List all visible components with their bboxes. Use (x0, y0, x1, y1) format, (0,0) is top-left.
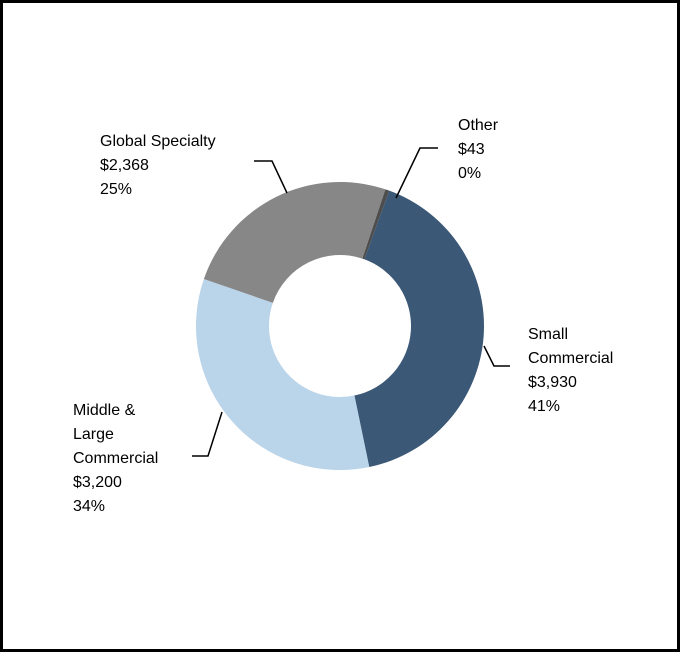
slice-name-line: Commercial (528, 350, 614, 367)
slice-percent: 34% (73, 498, 106, 515)
slice-name-line: Other (458, 117, 499, 134)
slice-name-line: Commercial (73, 450, 159, 467)
slice-name-line: Large (73, 426, 114, 443)
slice-name-line: Middle & (73, 402, 136, 419)
label-middle-large-commercial: Middle & Large Commercial $3,200 34% (73, 399, 158, 519)
label-small-commercial: Small Commercial $3,930 41% (528, 323, 613, 419)
leader-lines (192, 147, 510, 457)
slice-value: $3,200 (73, 474, 122, 491)
donut-slice (354, 190, 485, 468)
leader-line (395, 147, 438, 199)
slice-name-line: Small (528, 326, 569, 343)
leader-line (192, 411, 223, 457)
leader-line (483, 345, 510, 367)
slice-value: $2,368 (100, 157, 149, 174)
slice-value: $3,930 (528, 374, 577, 391)
donut-slices (195, 182, 485, 471)
slice-percent: 0% (458, 165, 482, 182)
slice-percent: 41% (528, 398, 561, 415)
donut-slice (203, 182, 386, 303)
donut-slice (362, 189, 390, 260)
leader-line (254, 160, 288, 194)
label-other: Other $43 0% (458, 114, 498, 186)
slice-percent: 25% (100, 181, 133, 198)
donut-slice (195, 279, 370, 471)
slice-name-line: Global Specialty (100, 133, 216, 150)
label-global-specialty: Global Specialty $2,368 25% (100, 130, 216, 202)
slice-value: $43 (458, 141, 485, 158)
